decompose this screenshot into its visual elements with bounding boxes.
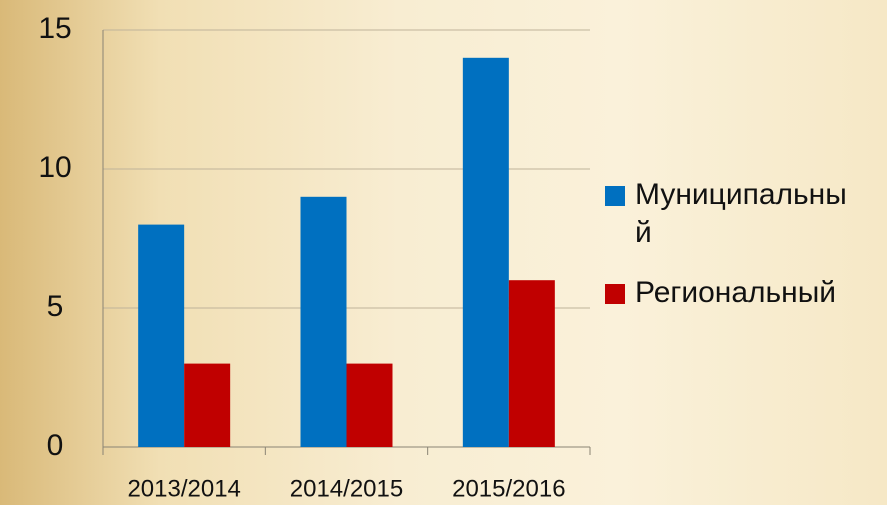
legend-item: Муниципальный (605, 176, 847, 252)
legend: Муниципальный Региональный (605, 176, 847, 334)
x-tick-label: 2015/2016 (452, 475, 565, 502)
bar (462, 57, 509, 448)
bar (184, 363, 231, 447)
bar (508, 280, 555, 447)
legend-item: Региональный (605, 274, 847, 312)
bar (138, 224, 185, 447)
y-tick-label: 10 (38, 151, 71, 184)
bar (300, 196, 347, 447)
legend-label: Муниципальный (635, 178, 847, 249)
legend-swatch (605, 284, 625, 304)
y-tick-label: 15 (38, 12, 71, 45)
x-tick-label: 2014/2015 (290, 475, 403, 502)
legend-label: Региональный (635, 276, 837, 309)
x-tick-label: 2013/2014 (127, 475, 240, 502)
y-tick-label: 5 (47, 290, 64, 323)
legend-swatch (605, 186, 625, 206)
bar (346, 363, 393, 447)
y-tick-label: 0 (47, 429, 64, 462)
